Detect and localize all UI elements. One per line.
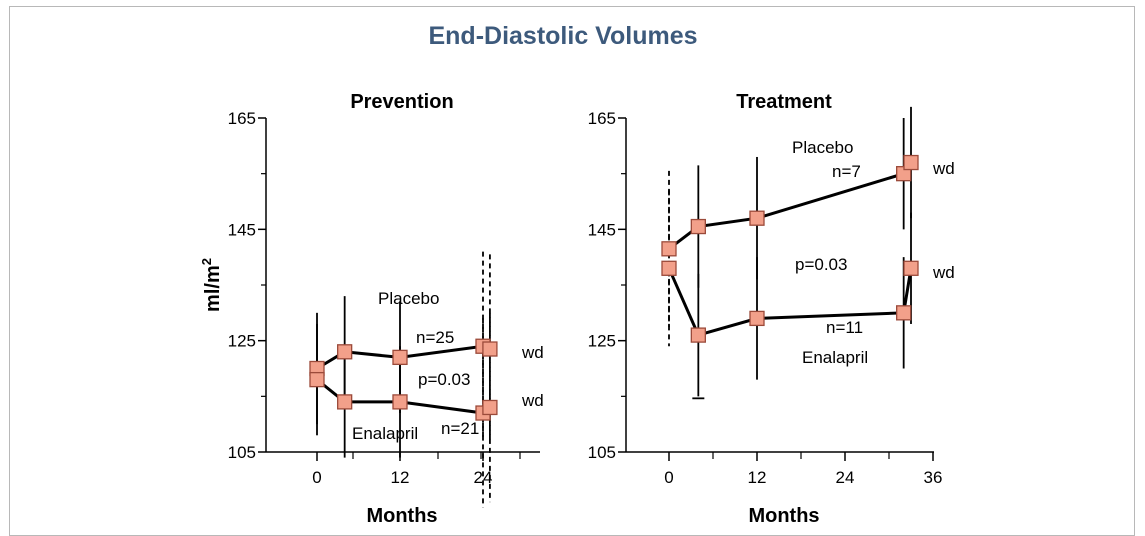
treatment-data-point-enalapril [749, 310, 765, 327]
treatment-enalapril-label: Enalapril [802, 348, 868, 367]
prevention-data-point-enalapril [392, 394, 408, 410]
treatment-data-point-placebo [661, 241, 677, 257]
chart-marks: 165 145 125 105 0 12 24 165 145 125 105 0 12 24 36 [228, 106, 943, 508]
treatment-series-line-enalapril [667, 267, 913, 337]
treatment-y-tick-label: 145 [588, 220, 616, 239]
treatment-x-tick-label: 12 [748, 468, 767, 487]
treatment-y-tick-label: 165 [588, 109, 616, 128]
treatment-data-point-enalapril [690, 327, 706, 343]
treatment-data-point-placebo [690, 218, 706, 235]
treatment-placebo-label: Placebo [792, 138, 853, 157]
prevention-p-value: p=0.03 [418, 370, 470, 389]
figure-title: End-Diastolic Volumes [428, 22, 698, 50]
prevention-placebo-label: Placebo [378, 289, 439, 308]
treatment-panel-title: Treatment [736, 91, 832, 113]
treatment-placebo-wd: wd [932, 159, 955, 178]
prevention-enalapril-n: n=21 [441, 419, 479, 438]
treatment-placebo-n: n=7 [832, 162, 861, 181]
treatment-series-line-placebo [668, 161, 913, 251]
y-axis-label: ml/m2 [199, 258, 224, 312]
prevention-y-tick-label: 125 [228, 332, 256, 351]
prevention-enalapril-label: Enalapril [352, 424, 418, 443]
prevention-data-point-placebo [337, 344, 353, 360]
prevention-data-point-enalapril [482, 399, 498, 416]
prevention-placebo-n: n=25 [416, 328, 454, 347]
treatment-p-value: p=0.03 [795, 255, 847, 274]
treatment-x-tick-label: 0 [664, 468, 673, 487]
y-axis-label-text: ml/m [202, 265, 224, 312]
treatment-enalapril-n: n=11 [826, 318, 863, 337]
prevention-panel-title: Prevention [350, 91, 453, 113]
prevention-enalapril-wd: wd [521, 391, 544, 410]
chart-canvas: Prevention Months ml/m2 Treatment Months… [199, 91, 955, 525]
treatment-data-point-placebo [903, 154, 919, 171]
treatment-x-tick-label: 36 [924, 468, 943, 487]
prevention-x-tick-label: 0 [312, 468, 321, 487]
prevention-placebo-wd: wd [521, 343, 544, 362]
prevention-data-point-enalapril [337, 394, 353, 410]
treatment-data-point-enalapril [896, 305, 912, 321]
treatment-data-point-placebo [749, 210, 765, 226]
treatment-data-point-enalapril [661, 260, 677, 276]
treatment-enalapril-wd: wd [932, 263, 955, 282]
prevention-x-axis-label: Months [366, 505, 437, 525]
prevention-x-tick-label: 24 [474, 468, 493, 487]
treatment-y-tick-label: 125 [588, 332, 616, 351]
prevention-data-point-placebo [482, 341, 498, 357]
treatment-x-axis-label: Months [748, 505, 819, 525]
y-axis-label-superscript: 2 [199, 258, 214, 265]
prevention-x-tick-label: 12 [391, 468, 410, 487]
treatment-y-tick-label: 105 [588, 443, 616, 462]
prevention-y-tick-label: 105 [228, 443, 256, 462]
prevention-data-point-enalapril [309, 371, 325, 388]
prevention-y-tick-label: 145 [228, 220, 256, 239]
treatment-data-point-enalapril [903, 260, 919, 276]
prevention-data-point-placebo [392, 349, 408, 366]
prevention-y-tick-label: 165 [228, 109, 256, 128]
treatment-x-tick-label: 24 [836, 468, 855, 487]
